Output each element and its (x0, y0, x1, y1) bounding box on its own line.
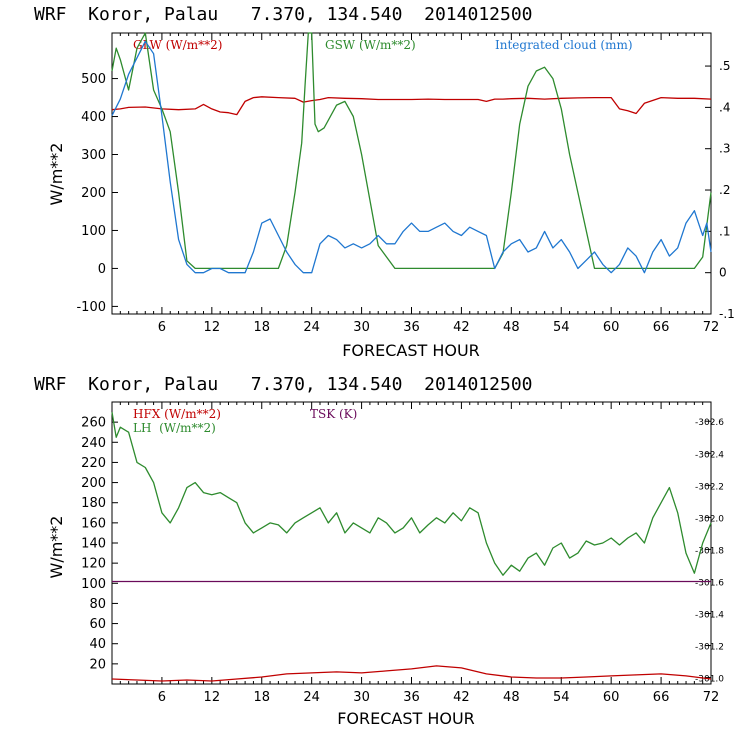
x-tick-label: 48 (503, 320, 520, 335)
y-tick-label: 400 (81, 110, 106, 125)
x-tick-label: 54 (553, 690, 570, 705)
y-tick-label: 180 (81, 496, 106, 511)
legend-gsw: GSW (W/m**2) (325, 38, 416, 52)
x-tick-label: 60 (603, 320, 620, 335)
y2-tick-label: -302.4 (695, 450, 724, 460)
panel-header: WRF Koror, Palau 7.370, 134.540 20140125… (34, 4, 533, 25)
x-tick-label: 66 (653, 320, 670, 335)
x-tick-label: 18 (253, 320, 270, 335)
x-tick-label: 66 (653, 690, 670, 705)
y-tick-label: 80 (89, 597, 106, 612)
y2-tick-label: -302.6 (695, 418, 724, 428)
y2-tick-label: .2 (719, 183, 730, 197)
y-tick-label: 160 (81, 516, 106, 531)
y-tick-label: 0 (98, 262, 106, 277)
y-tick-label: 300 (81, 148, 106, 163)
x-tick-label: 30 (353, 320, 370, 335)
y-axis-label: W/m**2 (47, 143, 66, 206)
y2-tick-label: -301.8 (695, 546, 724, 556)
series-line-gsw (111, 32, 712, 270)
y-tick-label: 20 (89, 657, 106, 672)
y2-tick-label: .1 (719, 224, 730, 238)
legend-tsk: TSK (K) (310, 407, 357, 421)
y-tick-label: 120 (81, 557, 106, 572)
y2-tick-label: 0 (719, 266, 727, 280)
x-tick-label: 6 (158, 690, 166, 705)
x-axis-label: FORECAST HOUR (337, 709, 475, 728)
x-tick-label: 30 (353, 690, 370, 705)
y2-tick-label: .5 (719, 59, 730, 73)
x-tick-label: 36 (403, 690, 420, 705)
y-tick-label: 200 (81, 186, 106, 201)
y-tick-label: 200 (81, 476, 106, 491)
x-tick-label: 72 (703, 690, 720, 705)
x-tick-label: 54 (553, 320, 570, 335)
y2-tick-label: -301.2 (695, 643, 724, 653)
legend-hfx: HFX (W/m**2) (133, 407, 221, 421)
y-tick-label: 40 (89, 637, 106, 652)
plot-frame (111, 32, 712, 315)
y2-tick-label: .4 (719, 100, 730, 114)
x-tick-label: 24 (303, 320, 320, 335)
panel-header: WRF Koror, Palau 7.370, 134.540 20140125… (34, 374, 533, 395)
x-axis-label: FORECAST HOUR (342, 341, 480, 360)
x-tick-label: 60 (603, 690, 620, 705)
y-tick-label: 140 (81, 537, 106, 552)
series-line-integrated (111, 40, 712, 274)
y-tick-label: 100 (81, 577, 106, 592)
x-tick-label: 42 (453, 320, 470, 335)
x-tick-label: 12 (204, 690, 221, 705)
y-tick-label: 260 (81, 416, 106, 431)
legend-glw: GLW (W/m**2) (133, 38, 222, 52)
y2-tick-label: .3 (719, 142, 730, 156)
x-tick-label: 18 (253, 690, 270, 705)
x-tick-label: 12 (204, 320, 221, 335)
legend-lh: LH (W/m**2) (133, 421, 216, 435)
y2-tick-label: -301.6 (695, 578, 724, 588)
y2-tick-label: -.1 (719, 307, 735, 321)
y2-tick-label: -302.0 (695, 514, 724, 524)
y-tick-label: 100 (81, 224, 106, 239)
panel-top: WRF Koror, Palau 7.370, 134.540 20140125… (34, 4, 735, 360)
y-tick-label: 500 (81, 72, 106, 87)
y-tick-label: 220 (81, 456, 106, 471)
x-tick-label: 48 (503, 690, 520, 705)
y-axis-label: W/m**2 (47, 516, 66, 579)
series-line-hfx (111, 665, 712, 682)
legend-cloud: Integrated cloud (mm) (495, 38, 633, 52)
series-line-lh (111, 411, 712, 576)
x-tick-label: 42 (453, 690, 470, 705)
x-tick-label: 36 (403, 320, 420, 335)
y-tick-label: -100 (76, 300, 106, 315)
y2-tick-label: -301.4 (695, 611, 724, 621)
x-tick-label: 72 (703, 320, 720, 335)
y-tick-label: 240 (81, 436, 106, 451)
y2-tick-label: -302.2 (695, 482, 724, 492)
y-tick-label: 60 (89, 617, 106, 632)
x-tick-label: 6 (158, 320, 166, 335)
series-line-glw (111, 96, 712, 116)
y2-tick-label: -301.0 (695, 675, 724, 685)
panel-bottom: WRF Koror, Palau 7.370, 134.540 20140125… (34, 374, 724, 728)
x-tick-label: 24 (303, 690, 320, 705)
